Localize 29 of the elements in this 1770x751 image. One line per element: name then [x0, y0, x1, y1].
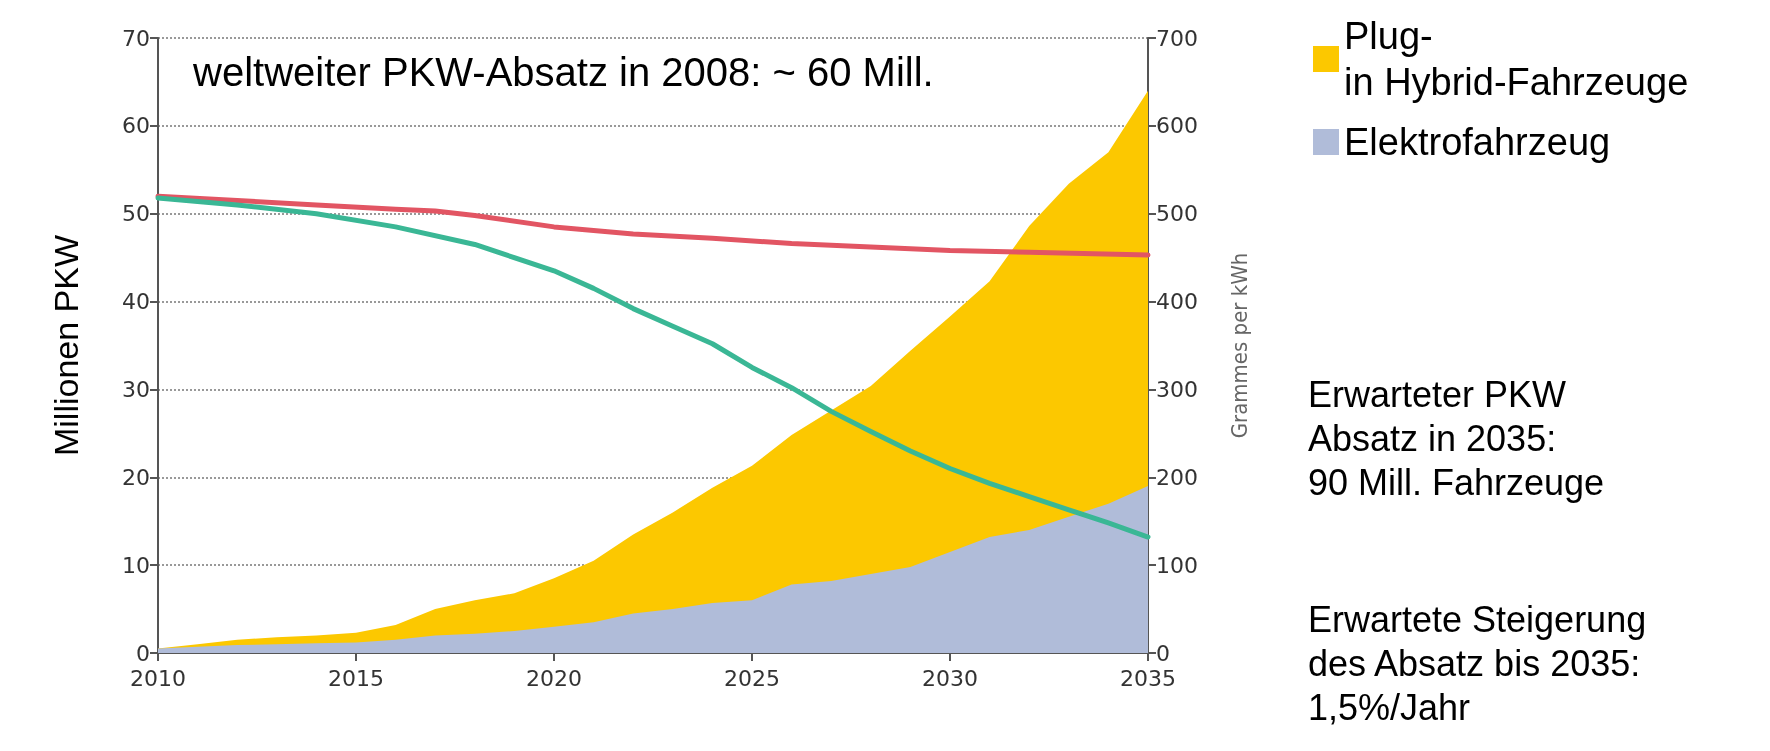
y2-tick-label: 300 — [1156, 376, 1198, 402]
y2-tick-label: 0 — [1156, 640, 1170, 666]
y-tick-label: 10 — [122, 552, 150, 578]
x-tick-label: 2010 — [130, 665, 186, 691]
x-tick-label: 2015 — [328, 665, 384, 691]
y2-tick-label: 400 — [1156, 289, 1198, 315]
y-tick-label: 50 — [122, 201, 150, 227]
y2-tick-label: 200 — [1156, 464, 1198, 490]
x-tick-label: 2025 — [724, 665, 780, 691]
y2-tick-label: 500 — [1156, 201, 1198, 227]
y-tick-label: 30 — [122, 376, 150, 402]
y2-axis-title: Grammes per kWh — [1226, 252, 1252, 439]
legend-label: Plug-in Hybrid-Fahrzeuge — [1344, 15, 1689, 103]
y2-tick-label: 700 — [1156, 25, 1198, 51]
y2-tick-label: 100 — [1156, 552, 1198, 578]
y-tick-label: 60 — [122, 113, 150, 139]
y2-tick-label: 600 — [1156, 113, 1198, 139]
x-tick-label: 2030 — [922, 665, 978, 691]
y-tick-label: 0 — [136, 640, 150, 666]
y-tick-label: 40 — [122, 289, 150, 315]
legend-label: Elektrofahrzeug — [1344, 121, 1611, 163]
y-tick-label: 70 — [122, 25, 150, 51]
y-axis-title: Millionen PKW — [47, 234, 85, 457]
text: Erwartete Steigerung des Absatz bis 2035: 1,5%/Jahr — [1308, 599, 1647, 729]
x-tick-label: 2020 — [526, 665, 582, 691]
annotation: weltweiter PKW-Absatz in 2008: ~ 60 Mill. — [192, 50, 934, 95]
x-tick-label: 2035 — [1120, 665, 1176, 691]
text: Erwarteter PKW Absatz in 2035: 90 Mill. Fahrzeuge — [1308, 374, 1605, 504]
y-tick-label: 20 — [122, 464, 150, 490]
